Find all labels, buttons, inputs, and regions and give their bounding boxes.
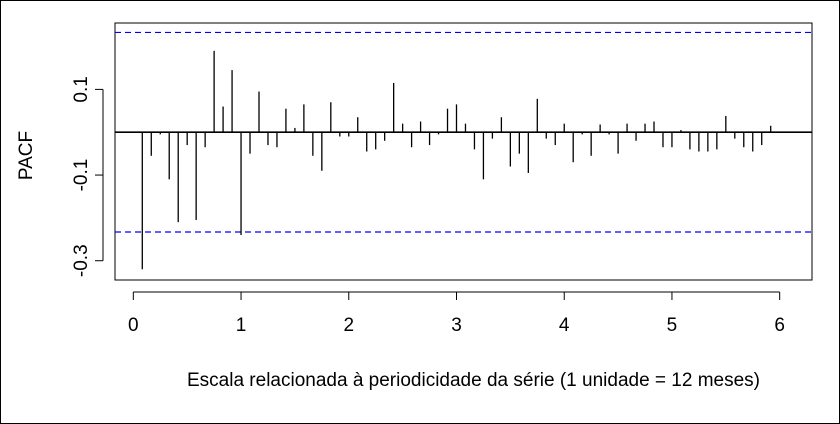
x-tick-label: 3 [451,315,462,336]
plot-border [114,22,813,281]
x-axis-title: Escala relacionada à periodicidade da sé… [187,370,760,391]
x-tick-label: 2 [343,315,354,336]
x-tick-label: 4 [559,315,570,336]
y-tick-label: -0.3 [71,244,92,277]
y-tick-label: -0.1 [71,159,92,192]
x-tick-label: 0 [128,315,139,336]
x-tick-label: 6 [774,315,785,336]
x-tick-label: 5 [667,315,678,336]
y-tick-label: 0.1 [71,76,92,102]
x-tick-label: 1 [236,315,247,336]
y-axis-title: PACF [16,131,37,180]
